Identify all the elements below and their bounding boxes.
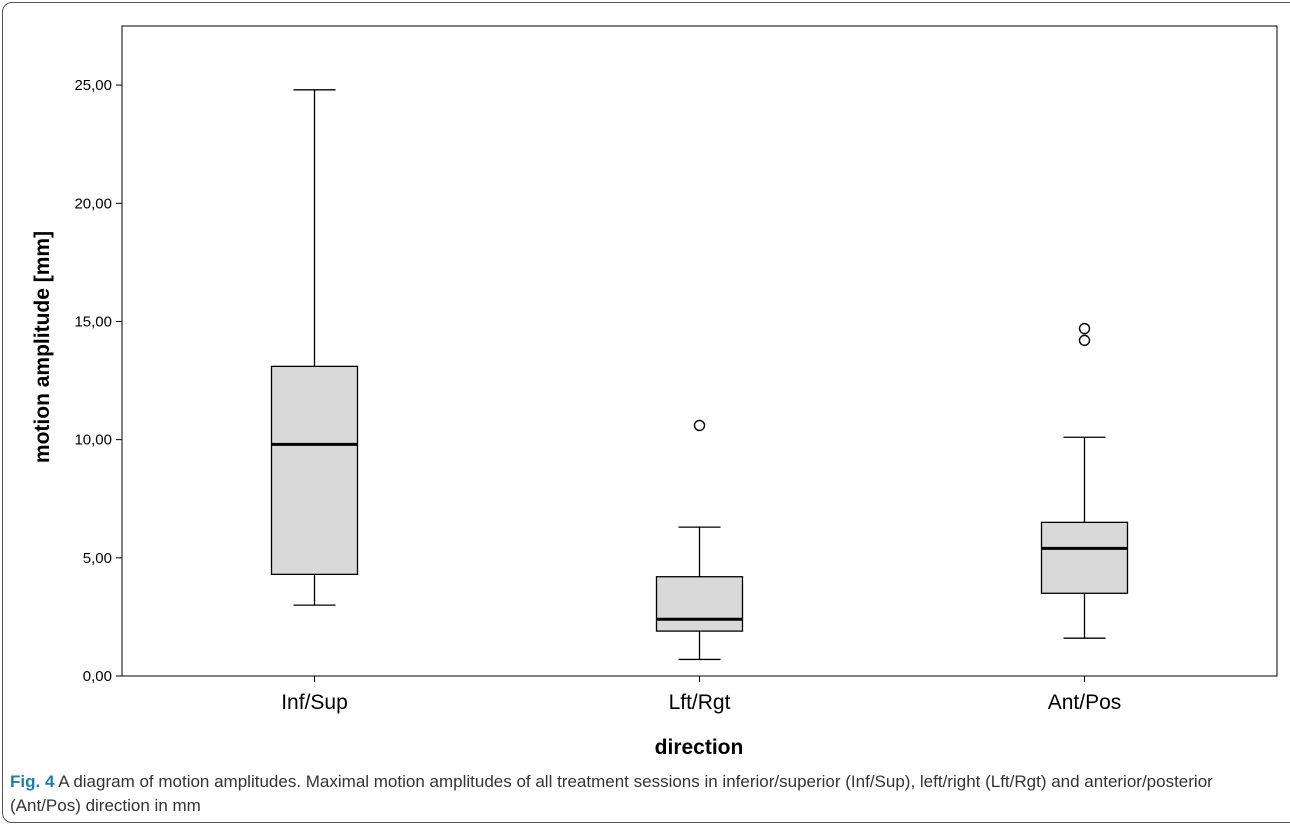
outlier-point [693, 419, 706, 432]
iqr-box [270, 365, 359, 576]
y-tick-label: 0,00 [83, 668, 112, 685]
x-tick-label: Ant/Pos [1048, 691, 1122, 714]
box-plot-chart: 0,00 5,00 10,00 15,00 20,00 25,00 Inf/Sup Lft/… [31, 25, 1278, 759]
iqr-box [1040, 521, 1129, 594]
y-tick-label: 15,00 [74, 313, 112, 330]
caption-label: Fig. 4 [10, 772, 55, 791]
iqr-box [655, 576, 744, 632]
y-axis-ticks: 0,00 5,00 10,00 15,00 20,00 25,00 [74, 77, 122, 685]
y-tick-label: 25,00 [74, 77, 112, 94]
box-series [270, 89, 1129, 661]
x-tick-label: Lft/Rgt [669, 691, 731, 714]
figure-caption: Fig. 4 A diagram of motion amplitudes. M… [10, 770, 1275, 818]
y-tick-label: 5,00 [83, 550, 112, 567]
x-axis-ticks: Inf/Sup Lft/Rgt Ant/Pos [281, 676, 1121, 714]
box-group [270, 89, 359, 606]
outlier-point [1078, 322, 1091, 335]
box-group [655, 419, 744, 661]
x-axis-label: direction [655, 736, 744, 759]
box-group [1040, 322, 1129, 639]
outlier-point [1078, 334, 1091, 347]
y-tick-label: 20,00 [74, 195, 112, 212]
y-tick-label: 10,00 [74, 432, 112, 449]
y-axis-label: motion amplitude [mm] [31, 231, 54, 463]
caption-text: A diagram of motion amplitudes. Maximal … [10, 772, 1213, 815]
x-tick-label: Inf/Sup [281, 691, 348, 714]
